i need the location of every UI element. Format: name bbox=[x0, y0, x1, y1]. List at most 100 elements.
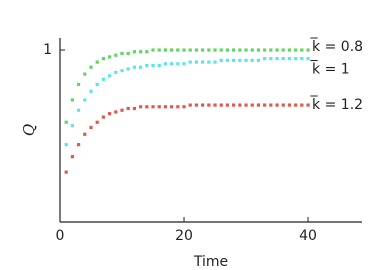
point bbox=[108, 55, 112, 59]
point bbox=[300, 103, 304, 107]
point bbox=[275, 57, 279, 61]
point bbox=[207, 103, 211, 107]
point bbox=[176, 105, 180, 109]
x-tick-label: 20 bbox=[175, 228, 193, 244]
point bbox=[70, 155, 75, 159]
point bbox=[269, 48, 273, 52]
point bbox=[126, 67, 130, 71]
point bbox=[108, 112, 112, 116]
point bbox=[225, 48, 230, 52]
point bbox=[132, 65, 137, 69]
point bbox=[300, 48, 304, 52]
point bbox=[170, 105, 174, 109]
point bbox=[213, 60, 217, 64]
point bbox=[244, 48, 248, 52]
point bbox=[176, 62, 180, 66]
point bbox=[89, 65, 93, 69]
point bbox=[151, 63, 155, 68]
point bbox=[132, 50, 137, 54]
y-tick-label: 1 bbox=[43, 42, 52, 58]
point bbox=[201, 60, 205, 64]
point bbox=[170, 48, 174, 52]
point bbox=[120, 108, 124, 112]
point bbox=[287, 103, 292, 107]
point bbox=[225, 103, 230, 107]
point bbox=[120, 51, 124, 56]
point bbox=[256, 58, 261, 62]
point bbox=[157, 63, 161, 68]
point bbox=[132, 106, 137, 111]
point bbox=[207, 60, 211, 64]
point bbox=[157, 48, 161, 52]
series-label: k̅ = 1.2 bbox=[309, 96, 363, 114]
point bbox=[219, 58, 223, 62]
point bbox=[114, 53, 118, 57]
point bbox=[182, 48, 186, 52]
point bbox=[101, 77, 106, 81]
point bbox=[256, 48, 261, 52]
point bbox=[163, 105, 168, 109]
point bbox=[250, 48, 254, 52]
point bbox=[114, 110, 118, 114]
point bbox=[269, 103, 273, 107]
point bbox=[145, 50, 149, 54]
point bbox=[287, 48, 292, 52]
x-tick-label: 0 bbox=[56, 228, 65, 244]
point bbox=[275, 103, 279, 107]
point bbox=[294, 48, 298, 52]
point bbox=[126, 106, 130, 111]
point bbox=[145, 105, 149, 109]
point bbox=[151, 48, 155, 52]
point bbox=[256, 103, 261, 107]
point bbox=[145, 63, 149, 68]
point bbox=[232, 48, 236, 52]
point bbox=[213, 48, 217, 52]
point bbox=[95, 82, 99, 87]
point bbox=[300, 57, 304, 61]
point bbox=[108, 74, 112, 78]
point bbox=[194, 103, 199, 107]
point bbox=[194, 60, 199, 64]
point bbox=[294, 103, 298, 107]
point bbox=[281, 103, 285, 107]
point bbox=[139, 105, 143, 109]
point bbox=[194, 48, 199, 52]
point bbox=[232, 58, 236, 62]
point bbox=[83, 132, 87, 136]
point bbox=[70, 124, 75, 128]
point bbox=[182, 105, 186, 109]
point bbox=[64, 143, 68, 147]
point bbox=[188, 48, 192, 52]
point bbox=[306, 57, 310, 61]
point bbox=[238, 48, 242, 52]
point bbox=[151, 105, 155, 109]
point bbox=[64, 120, 68, 124]
point bbox=[306, 48, 310, 52]
point bbox=[281, 48, 285, 52]
point bbox=[89, 89, 93, 93]
point bbox=[170, 62, 174, 66]
point bbox=[176, 48, 180, 52]
y-axis-label: Q bbox=[20, 124, 38, 136]
point bbox=[269, 57, 273, 61]
point bbox=[77, 143, 81, 147]
x-tick-label: 40 bbox=[299, 228, 317, 244]
point bbox=[281, 57, 285, 61]
point bbox=[250, 58, 254, 62]
point bbox=[95, 120, 99, 124]
point bbox=[294, 57, 298, 61]
series-label: k̅ = 0.8 bbox=[309, 37, 363, 55]
point bbox=[263, 103, 267, 107]
point bbox=[157, 105, 161, 109]
point bbox=[77, 108, 81, 112]
point bbox=[83, 98, 87, 102]
point bbox=[238, 58, 242, 62]
point bbox=[120, 69, 124, 73]
point bbox=[201, 103, 205, 107]
point bbox=[188, 60, 192, 64]
point bbox=[188, 103, 192, 107]
point bbox=[101, 57, 106, 61]
point bbox=[201, 48, 205, 52]
point bbox=[219, 103, 223, 107]
